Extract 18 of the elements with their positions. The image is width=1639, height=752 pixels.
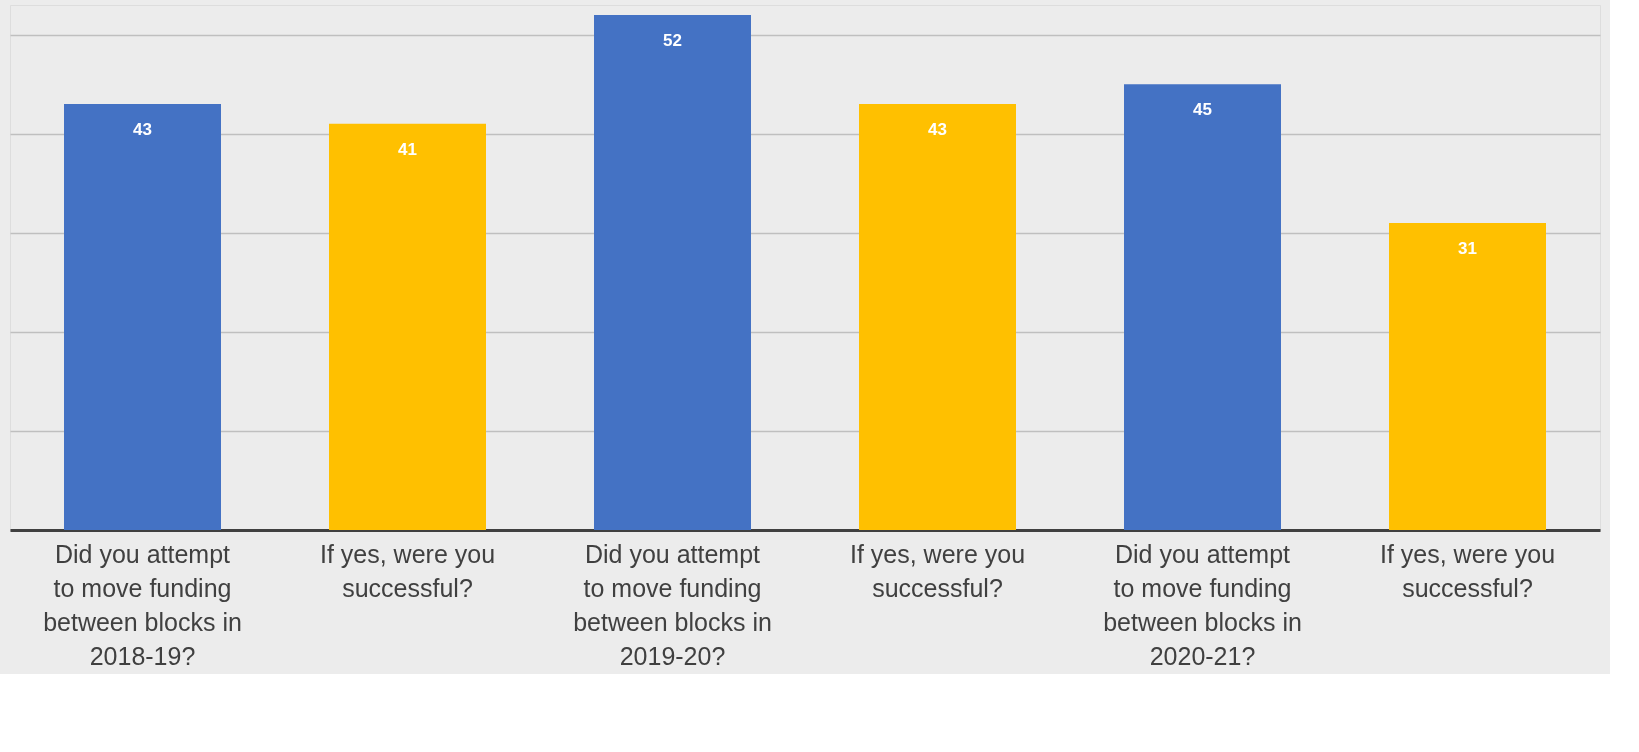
- data-label: 45: [1193, 100, 1212, 120]
- data-label: 41: [398, 139, 417, 159]
- x-tick-label: Did you attempt to move funding between blocks in 2018-19?: [43, 539, 242, 670]
- data-label: 43: [928, 120, 947, 140]
- bar: [1389, 222, 1546, 530]
- x-tick-label: Did you attempt to move funding between blocks in 2020-21?: [1103, 539, 1302, 670]
- bar: [594, 14, 751, 530]
- bar: [859, 104, 1016, 530]
- x-tick-label: If yes, were you successful?: [849, 539, 1026, 602]
- bar: [64, 104, 221, 530]
- data-label: 43: [133, 120, 152, 140]
- data-label: 31: [1458, 238, 1477, 258]
- x-tick-label: If yes, were you successful?: [319, 539, 496, 602]
- x-tick-label: If yes, were you successful?: [1379, 539, 1556, 602]
- x-tick-label: Did you attempt to move funding between blocks in 2019-20?: [573, 539, 772, 670]
- bar: [329, 123, 486, 530]
- bar: [1124, 84, 1281, 530]
- data-label: 52: [663, 30, 682, 50]
